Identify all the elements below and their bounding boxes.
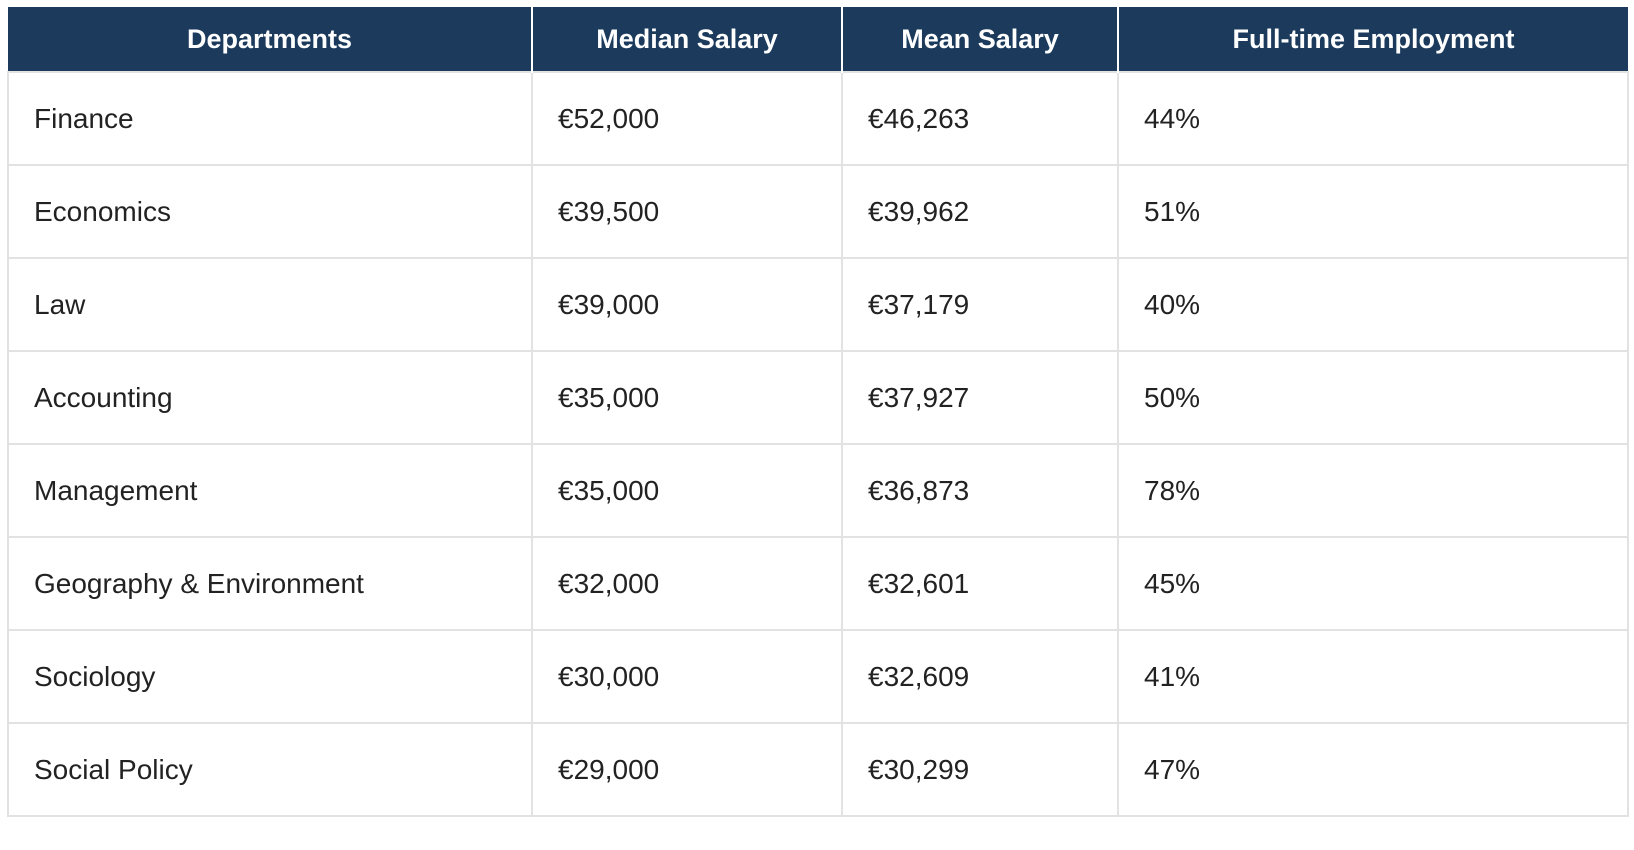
cell-full-time-employment: 47% [1117,722,1629,817]
cell-department: Law [7,257,533,352]
cell-mean-salary: €46,263 [841,71,1119,166]
table-header: Departments Median Salary Mean Salary Fu… [8,7,1628,72]
table-row: Accounting €35,000 €37,927 50% [7,350,1629,445]
header-mean-salary: Mean Salary [841,7,1119,72]
cell-median-salary: €30,000 [531,629,843,724]
cell-mean-salary: €36,873 [841,443,1119,538]
cell-mean-salary: €32,609 [841,629,1119,724]
cell-full-time-employment: 45% [1117,536,1629,631]
cell-department: Economics [7,164,533,259]
cell-median-salary: €29,000 [531,722,843,817]
cell-median-salary: €35,000 [531,350,843,445]
cell-full-time-employment: 78% [1117,443,1629,538]
table-body: Finance €52,000 €46,263 44% Economics €3… [7,71,1629,817]
header-median-salary: Median Salary [531,7,843,72]
cell-median-salary: €39,000 [531,257,843,352]
salary-table: Departments Median Salary Mean Salary Fu… [7,7,1629,817]
cell-median-salary: €35,000 [531,443,843,538]
salary-table-container: Departments Median Salary Mean Salary Fu… [7,7,1629,817]
cell-mean-salary: €37,179 [841,257,1119,352]
cell-department: Accounting [7,350,533,445]
header-departments: Departments [8,7,533,72]
cell-mean-salary: €30,299 [841,722,1119,817]
table-row: Finance €52,000 €46,263 44% [7,71,1629,166]
table-row: Geography & Environment €32,000 €32,601 … [7,536,1629,631]
cell-department: Management [7,443,533,538]
cell-mean-salary: €37,927 [841,350,1119,445]
table-row: Social Policy €29,000 €30,299 47% [7,722,1629,817]
cell-median-salary: €39,500 [531,164,843,259]
cell-department: Social Policy [7,722,533,817]
cell-department: Sociology [7,629,533,724]
cell-full-time-employment: 50% [1117,350,1629,445]
header-row: Departments Median Salary Mean Salary Fu… [8,7,1628,72]
cell-median-salary: €32,000 [531,536,843,631]
cell-full-time-employment: 40% [1117,257,1629,352]
header-full-time-employment: Full-time Employment [1117,7,1628,72]
table-row: Sociology €30,000 €32,609 41% [7,629,1629,724]
cell-full-time-employment: 44% [1117,71,1629,166]
cell-full-time-employment: 41% [1117,629,1629,724]
table-row: Law €39,000 €37,179 40% [7,257,1629,352]
cell-median-salary: €52,000 [531,71,843,166]
cell-mean-salary: €32,601 [841,536,1119,631]
table-row: Economics €39,500 €39,962 51% [7,164,1629,259]
table-row: Management €35,000 €36,873 78% [7,443,1629,538]
cell-full-time-employment: 51% [1117,164,1629,259]
cell-department: Geography & Environment [7,536,533,631]
cell-mean-salary: €39,962 [841,164,1119,259]
cell-department: Finance [7,71,533,166]
